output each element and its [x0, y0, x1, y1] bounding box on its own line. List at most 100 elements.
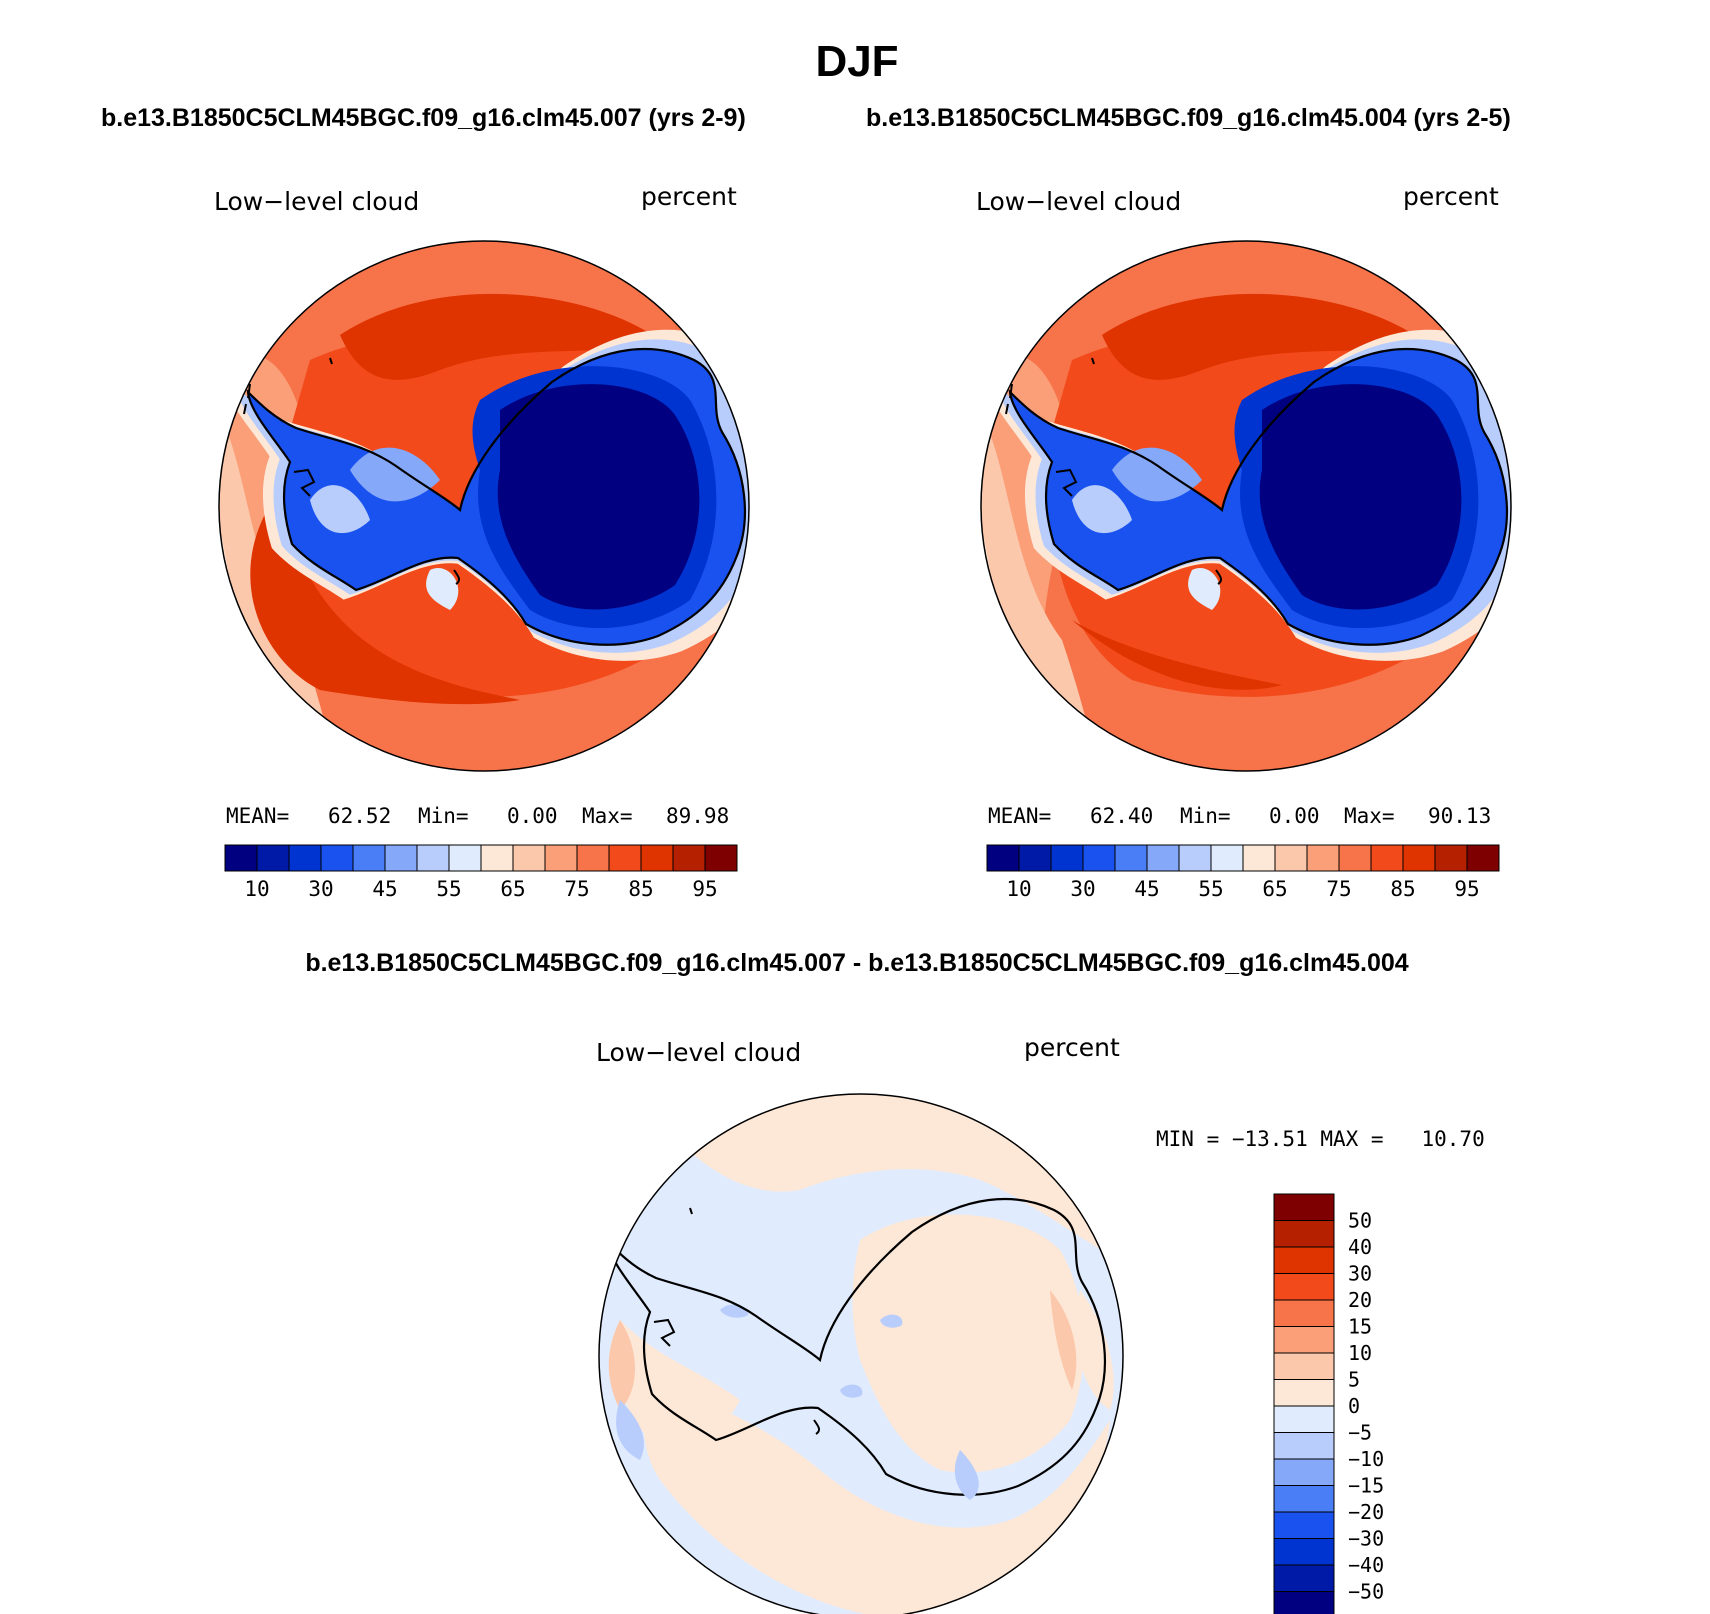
- diff-variable-label: Low−level cloud: [596, 1038, 801, 1067]
- diff-colorbar-tick-label: 40: [1348, 1235, 1372, 1259]
- panel-a-map-border: [218, 240, 750, 772]
- diff-colorbar-swatch: [1273, 1511, 1335, 1539]
- panel-a-colorbar-swatch: [384, 844, 418, 872]
- diff-colorbar-swatch: [1273, 1273, 1335, 1301]
- panel-b-map: [981, 241, 1511, 771]
- panel-a-colorbar-swatch: [288, 844, 322, 872]
- panel-b-colorbar-swatch: [1114, 844, 1148, 872]
- panel-b-min-value: 0.00: [1269, 804, 1320, 828]
- panel-b-colorbar-swatch: [1306, 844, 1340, 872]
- panel-b-colorbar-tick-label: 10: [1006, 877, 1031, 901]
- panel-b-max-label: Max=: [1344, 804, 1395, 828]
- diff-colorbar-tick-label: −30: [1348, 1527, 1384, 1551]
- panel-a-colorbar-swatch: [320, 844, 354, 872]
- diff-units-label: percent: [1024, 1033, 1120, 1062]
- panel-b-map-border: [980, 240, 1512, 772]
- panel-a-colorbar-tick-label: 85: [628, 877, 653, 901]
- panel-a-max-label: Max=: [582, 804, 633, 828]
- panel-b-colorbar-swatch: [1050, 844, 1084, 872]
- panel-a-colorbar-tick-label: 55: [436, 877, 461, 901]
- diff-colorbar-tick-label: 0: [1348, 1394, 1360, 1418]
- panel-b-colorbar-swatch: [1082, 844, 1116, 872]
- diff-colorbar-tick-label: 5: [1348, 1368, 1360, 1392]
- panel-b-colorbar-swatch: [1146, 844, 1180, 872]
- panel-b-colorbar-tick-label: 65: [1262, 877, 1287, 901]
- panel-a-units-label: percent: [641, 182, 737, 211]
- diff-colorbar-swatch: [1273, 1564, 1335, 1592]
- panel-a-min-value: 0.00: [507, 804, 558, 828]
- panel-a-colorbar-swatch: [512, 844, 546, 872]
- diff-colorbar-tick-label: 20: [1348, 1288, 1372, 1312]
- panel-a-stats: MEAN= 62.52 Min= 0.00 Max= 89.98: [226, 804, 729, 828]
- panel-b-colorbar-swatch: [1466, 844, 1500, 872]
- diff-map-border: [598, 1093, 1124, 1614]
- panel-b-stats: MEAN= 62.40 Min= 0.00 Max= 90.13: [988, 804, 1491, 828]
- panel-b-colorbar-swatch: [1178, 844, 1212, 872]
- diff-case-title: b.e13.B1850C5CLM45BGC.f09_g16.clm45.007 …: [305, 949, 1408, 977]
- diff-colorbar-swatch: [1273, 1432, 1335, 1460]
- panel-b-colorbar-tick-label: 95: [1454, 877, 1479, 901]
- panel-a-colorbar-tick-label: 75: [564, 877, 589, 901]
- diff-colorbar-tick-label: −5: [1348, 1421, 1372, 1445]
- panel-b-colorbar-swatch: [1402, 844, 1436, 872]
- diff-colorbar-tick-label: 30: [1348, 1262, 1372, 1286]
- panel-a-colorbar-swatch: [480, 844, 514, 872]
- panel-b-colorbar-tick-label: 75: [1326, 877, 1351, 901]
- panel-a: Low−level cloud percent: [214, 182, 750, 901]
- panel-b-mean-label: MEAN=: [988, 804, 1051, 828]
- diff-colorbar-tick-label: −20: [1348, 1500, 1384, 1524]
- panel-a-colorbar-swatch: [672, 844, 706, 872]
- panel-b: Low−level cloud percent: [976, 182, 1512, 901]
- diff-colorbar-swatch: [1273, 1485, 1335, 1513]
- diff-colorbar-swatch: [1273, 1379, 1335, 1407]
- panel-a-colorbar-tick-label: 65: [500, 877, 525, 901]
- panel-a-colorbar-swatch: [448, 844, 482, 872]
- panel-a-colorbar-tick-label: 95: [692, 877, 717, 901]
- panel-a-case-title: b.e13.B1850C5CLM45BGC.f09_g16.clm45.007 …: [101, 104, 746, 132]
- panel-b-units-label: percent: [1403, 182, 1499, 211]
- diff-colorbar-tick-label: −15: [1348, 1474, 1384, 1498]
- panel-a-colorbar-swatch: [416, 844, 450, 872]
- panel-b-colorbar-tick-label: 45: [1134, 877, 1159, 901]
- panel-a-colorbar: 10 30 45 55 65 75 85 95: [224, 844, 738, 901]
- panel-b-colorbar-tick-label: 55: [1198, 877, 1223, 901]
- diff-colorbar-tick-label: −10: [1348, 1447, 1384, 1471]
- panel-a-colorbar-swatch: [544, 844, 578, 872]
- diff-colorbar-tick-label: 50: [1348, 1209, 1372, 1233]
- panel-b-case-title: b.e13.B1850C5CLM45BGC.f09_g16.clm45.004 …: [866, 104, 1511, 132]
- panel-a-colorbar-swatch: [256, 844, 290, 872]
- panel-b-colorbar-swatch: [1370, 844, 1404, 872]
- diff-colorbar-swatch: [1273, 1405, 1335, 1433]
- diff-colorbar-swatch: [1273, 1220, 1335, 1248]
- panel-b-colorbar-tick-label: 30: [1070, 877, 1095, 901]
- diff-colorbar-tick-label: 10: [1348, 1341, 1372, 1365]
- diff-colorbar-tick-label: 15: [1348, 1315, 1372, 1339]
- diff-map: [599, 1094, 1123, 1614]
- diff-colorbar-swatch: [1273, 1352, 1335, 1380]
- panel-b-colorbar-swatch: [1274, 844, 1308, 872]
- panel-a-colorbar-swatch: [224, 844, 258, 872]
- diff-panel: Low−level cloud percent MIN = −1: [596, 1033, 1485, 1614]
- panel-a-colorbar-swatch: [704, 844, 738, 872]
- diff-colorbar-tick-label: −50: [1348, 1580, 1384, 1604]
- panel-b-colorbar-swatch: [1338, 844, 1372, 872]
- diff-colorbar-swatch: [1273, 1591, 1335, 1614]
- panel-b-max-value: 90.13: [1428, 804, 1491, 828]
- panel-b-colorbar-swatch: [1210, 844, 1244, 872]
- diff-colorbar-swatch: [1273, 1458, 1335, 1486]
- diff-colorbar-tick-label: −40: [1348, 1553, 1384, 1577]
- panel-b-variable-label: Low−level cloud: [976, 187, 1181, 216]
- panel-b-colorbar-swatch: [1018, 844, 1052, 872]
- diff-minmax-label: MIN = −13.51 MAX = 10.70: [1156, 1127, 1485, 1151]
- panel-a-colorbar-swatch: [352, 844, 386, 872]
- panel-a-mean-value: 62.52: [328, 804, 391, 828]
- diff-colorbar-swatch: [1273, 1538, 1335, 1566]
- panel-b-colorbar: 10 30 45 55 65 75 85 95: [986, 844, 1500, 901]
- panel-a-map: [219, 241, 749, 771]
- panel-a-colorbar-swatch: [640, 844, 674, 872]
- panel-a-colorbar-tick-label: 10: [244, 877, 269, 901]
- panel-a-colorbar-tick-label: 30: [308, 877, 333, 901]
- panel-b-min-label: Min=: [1180, 804, 1231, 828]
